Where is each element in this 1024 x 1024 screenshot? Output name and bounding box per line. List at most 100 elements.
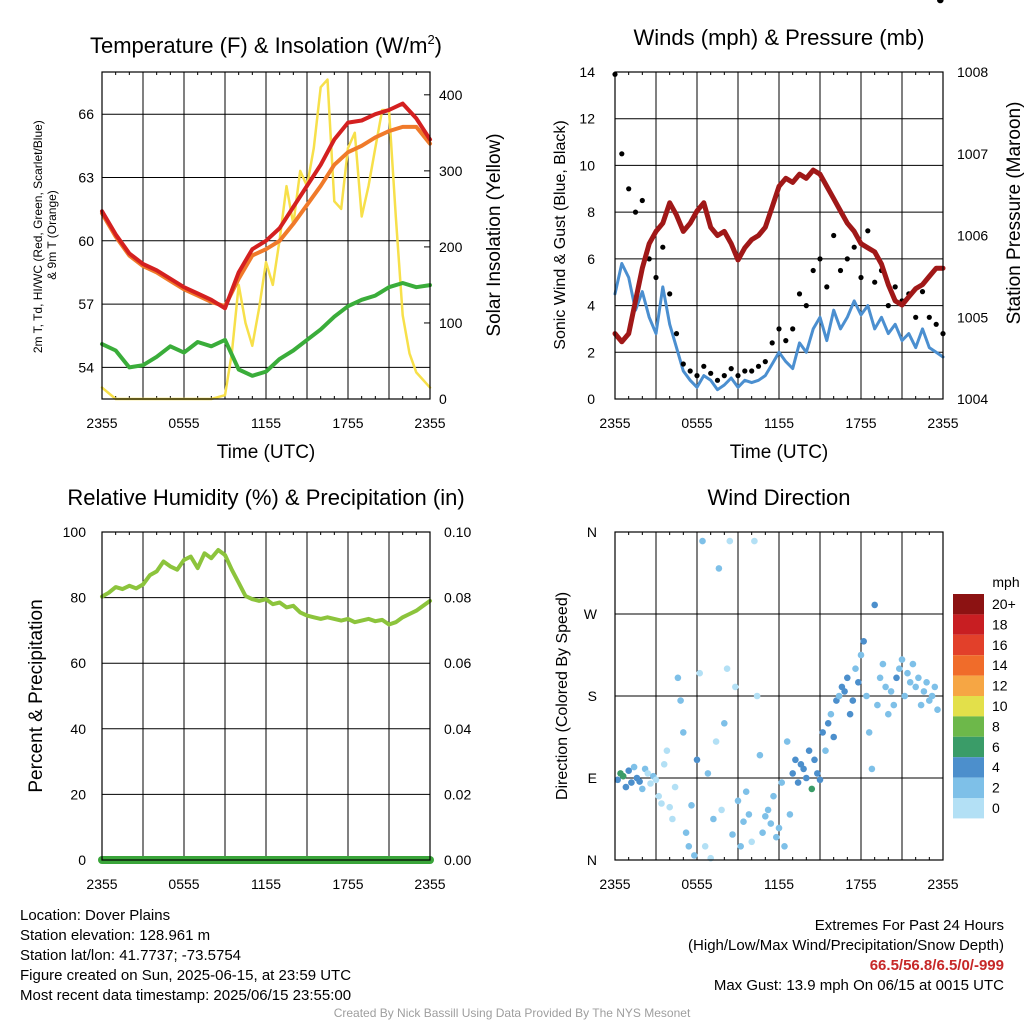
gust-point: [913, 314, 919, 320]
direction-point: [701, 843, 709, 850]
direction-point: [811, 756, 818, 764]
x-tick-label: 2355: [86, 876, 117, 892]
plot-frame: [614, 531, 944, 861]
direction-point: [781, 843, 788, 850]
y-right-tick-label: 200: [439, 239, 463, 255]
direction-point: [874, 701, 881, 709]
humidity-line: [100, 548, 432, 627]
y-tick-label: N: [587, 852, 597, 868]
legend-swatch: [953, 634, 984, 656]
legend-swatch: [953, 798, 984, 819]
gust-point: [762, 359, 768, 365]
direction-point: [885, 710, 892, 718]
direction-point: [865, 729, 873, 736]
x-tick-label: 1755: [845, 876, 876, 892]
gust-point: [619, 151, 625, 157]
direction-point: [619, 772, 627, 780]
direction-point: [863, 692, 870, 700]
direction-point: [882, 683, 889, 691]
y-left-tick-label: 60: [78, 233, 94, 249]
direction-point: [879, 660, 887, 668]
y-left-tick-label: 4: [587, 298, 595, 314]
direction-point: [934, 706, 941, 713]
gust-point: [824, 284, 830, 290]
direction-point: [726, 537, 734, 545]
temperature-ylabel-left: 2m T, Td, HI/WC (Red, Green, Scarlet/Blu…: [31, 117, 59, 353]
gust-point: [810, 267, 816, 274]
direction-point: [704, 770, 712, 777]
direction-point: [778, 779, 785, 786]
gust-point: [646, 256, 652, 262]
direction-point: [824, 720, 832, 727]
x-tick-label: 2355: [927, 415, 958, 431]
direction-point: [857, 651, 865, 659]
winds-xlabel: Time (UTC): [730, 442, 829, 463]
gust-point: [817, 256, 823, 262]
gust-point: [694, 373, 700, 379]
direction-point: [827, 710, 835, 718]
gust-point: [639, 197, 645, 204]
direction-point: [808, 785, 816, 793]
legend-label: 10: [992, 698, 1008, 714]
direction-point: [639, 785, 646, 793]
direction-point: [636, 778, 643, 785]
direction-point: [764, 806, 772, 814]
plot-frame: [101, 531, 431, 861]
gust-point: [728, 366, 734, 372]
direction-point: [770, 792, 777, 800]
direction-point: [803, 774, 810, 782]
y-right-tick-label: 0.04: [444, 721, 471, 737]
gust-point: [790, 326, 796, 332]
x-tick-label: 0555: [168, 876, 199, 892]
y-right-tick-label: 0.06: [444, 655, 471, 671]
gust-point: [926, 314, 932, 320]
x-tick-label: 2355: [86, 415, 117, 431]
gust-point: [865, 228, 871, 234]
direction-point: [658, 800, 665, 807]
x-tick-label: 1155: [251, 415, 281, 431]
gust-point: [687, 368, 693, 374]
x-tick-label: 2355: [414, 415, 445, 431]
winds-ylabel-right: Station Pressure (Maroon): [1004, 102, 1024, 325]
x-tick-label: 0555: [681, 415, 712, 431]
gust-point: [632, 209, 639, 215]
gust-point: [667, 291, 673, 297]
y-left-tick-label: 12: [579, 111, 595, 127]
y-right-tick-label: 300: [439, 163, 463, 179]
legend-label: 12: [992, 678, 1008, 694]
pressure-line: [612, 167, 946, 345]
legend-label: 20+: [992, 596, 1016, 612]
gust-point: [626, 186, 632, 192]
y-tick-label: W: [584, 606, 598, 622]
temperature-panel-title: Temperature (F) & Insolation (W/m2): [90, 32, 442, 58]
x-tick-label: 2355: [599, 415, 630, 431]
y-right-tick-label: 1004: [957, 391, 988, 407]
direction-point: [860, 638, 867, 645]
direction-point: [712, 738, 720, 745]
direction-point: [737, 843, 744, 850]
gust-point: [721, 373, 727, 379]
direction-point: [630, 763, 638, 771]
y-right-tick-label: 0.02: [444, 786, 471, 802]
y-left-tick-label: 2: [587, 344, 595, 360]
direction-point: [852, 665, 859, 672]
wind-speed-line: [613, 262, 945, 392]
y-left-tick-label: 6: [587, 251, 595, 267]
direction-point: [773, 833, 780, 841]
direction-point: [923, 679, 930, 686]
direction-point: [868, 765, 876, 773]
direction-point: [680, 729, 687, 736]
direction-point: [666, 803, 673, 811]
gust-point: [742, 368, 748, 374]
direction-point: [644, 770, 652, 777]
direction-point: [756, 751, 764, 759]
speed-color-legend: 20+ 18 16 14 12 10 8 6 4 2 0: [953, 594, 1016, 819]
direction-point: [805, 747, 813, 754]
y-tick-label: E: [588, 770, 597, 786]
y-right-tick-label: 1006: [957, 228, 988, 244]
gust-point: [919, 289, 926, 295]
direction-point: [931, 683, 939, 691]
y-left-tick-label: 0: [587, 391, 595, 407]
direction-point: [890, 701, 898, 709]
